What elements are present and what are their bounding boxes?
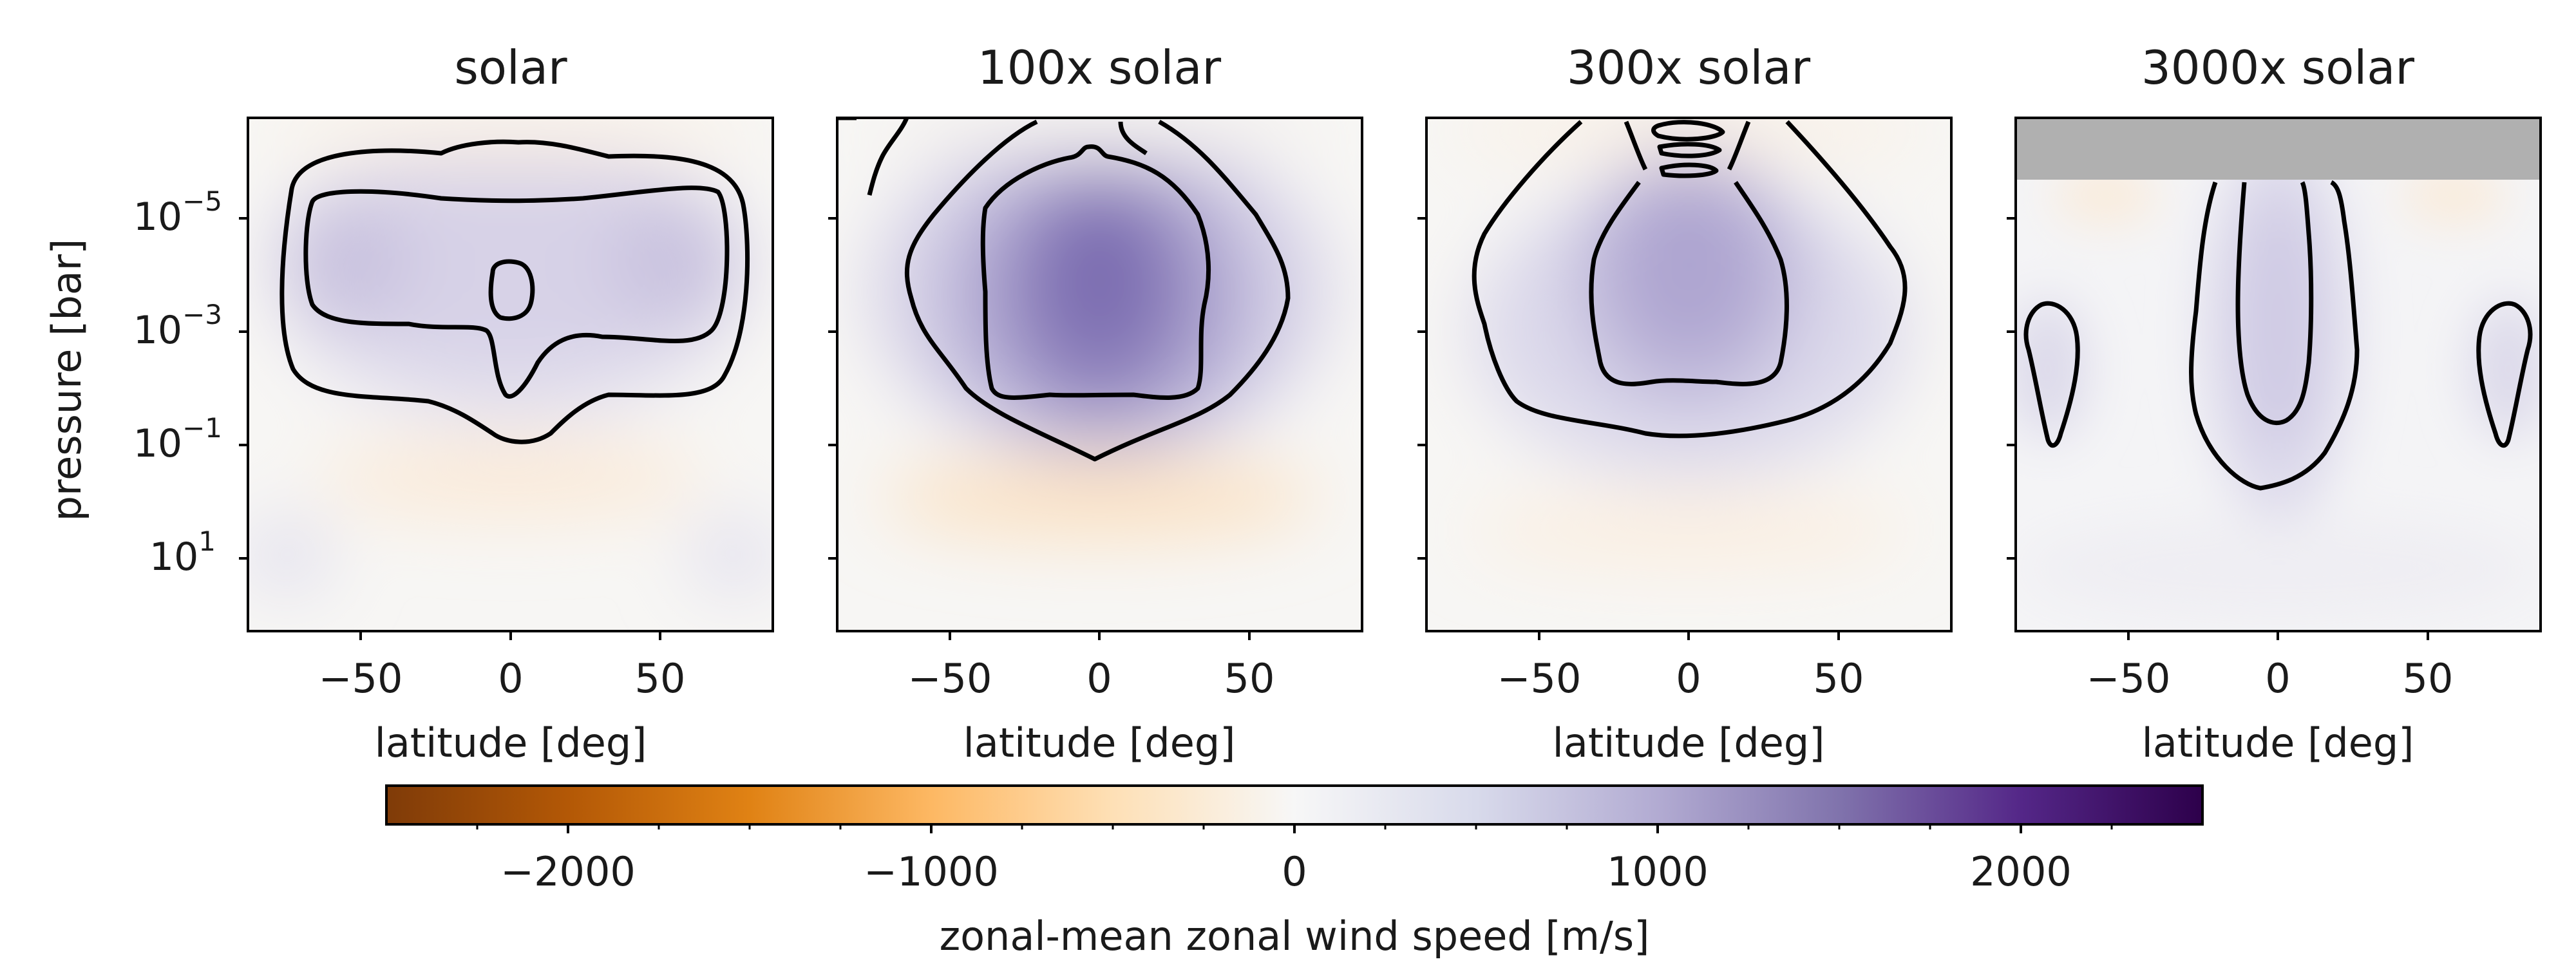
contour-line — [904, 119, 1291, 462]
y-tick-label: 10−1 — [133, 412, 222, 466]
colorbar-tick-label: −1000 — [864, 848, 999, 895]
contour-line — [488, 259, 535, 321]
x-tick-label: 0 — [1086, 655, 1112, 702]
heatmap-solar — [248, 118, 773, 631]
heatmap-100x-solar — [837, 118, 1362, 631]
contour-line — [303, 185, 730, 399]
x-axis-solar: −50 0 50 latitude [deg] — [319, 631, 686, 766]
y-axis-label: pressure [bar] — [43, 239, 90, 522]
colorbar-tick-label: 1000 — [1607, 848, 1709, 895]
x-tick-label: 0 — [498, 655, 523, 702]
contour-line — [1118, 121, 1148, 155]
contour-line — [1472, 120, 1908, 439]
contour-line — [980, 144, 1211, 400]
x-tick-label: 50 — [635, 655, 686, 702]
panel-title: 100x solar — [978, 41, 1222, 95]
contour-line — [1727, 120, 1751, 171]
x-axis-300x-solar: −50 0 50 latitude [deg] — [1497, 631, 1864, 766]
contour-line — [837, 118, 909, 196]
y-axis-300x-solar — [1417, 217, 1426, 560]
x-tick-label: −50 — [1497, 655, 1582, 702]
panel-title: 300x solar — [1567, 41, 1811, 95]
panel-title: solar — [454, 41, 567, 95]
panel-3000x-solar: 3000x solar — [2007, 41, 2542, 766]
x-tick-label: 50 — [2403, 655, 2454, 702]
contour-line — [2235, 181, 2314, 426]
x-tick-label: −50 — [908, 655, 992, 702]
masked-region — [2016, 118, 2541, 180]
y-tick-label: 101 — [149, 526, 216, 580]
colorbar: −2000 −1000 0 1000 2000 zonal-mean zonal win… — [385, 784, 2204, 960]
x-tick-label: 50 — [1814, 655, 1864, 702]
y-tick-label: 10−3 — [133, 299, 222, 353]
y-axis-solar: 10−5 10−3 10−1 101 pressure [bar] — [43, 185, 248, 580]
heatmap-3000x-solar — [2016, 118, 2541, 631]
panel-100x-solar: 100x solar — [828, 41, 1363, 766]
x-axis-100x-solar: −50 0 50 latitude [deg] — [908, 631, 1275, 766]
contour-line — [1659, 162, 1719, 178]
x-axis-label: latitude [deg] — [963, 719, 1236, 766]
x-axis-label: latitude [deg] — [2142, 719, 2414, 766]
colorbar-tick-label: 2000 — [1970, 848, 2072, 895]
x-tick-label: 0 — [2265, 655, 2290, 702]
y-axis-100x-solar — [828, 217, 837, 560]
contour-line — [1589, 180, 1789, 386]
colorbar-tick-label: 0 — [1282, 848, 1307, 895]
colorbar-ticks: −2000 −1000 0 1000 2000 — [476, 824, 2113, 895]
contour-line — [1624, 120, 1648, 171]
contour-line — [2189, 180, 2360, 491]
x-axis-label: latitude [deg] — [1553, 719, 1825, 766]
x-tick-label: 50 — [1224, 655, 1275, 702]
contour-line — [2476, 301, 2533, 448]
contour-line — [2023, 301, 2080, 448]
y-tick-label: 10−5 — [133, 185, 222, 240]
x-tick-label: −50 — [319, 655, 403, 702]
panel-300x-solar: 300x solar — [1417, 41, 1953, 766]
y-axis-3000x-solar — [2007, 217, 2016, 560]
colorbar-gradient — [386, 786, 2202, 824]
panel-solar: solar 1 — [43, 41, 774, 766]
x-tick-label: 0 — [1676, 655, 1701, 702]
x-axis-label: latitude [deg] — [375, 719, 647, 766]
colorbar-tick-label: −2000 — [500, 848, 636, 895]
contour-line — [1657, 142, 1722, 158]
x-tick-label: −50 — [2087, 655, 2171, 702]
contour-line — [1651, 120, 1725, 142]
colorbar-label: zonal-mean zonal wind speed [m/s] — [940, 913, 1650, 960]
heatmap-300x-solar — [1426, 118, 1951, 631]
contour-line — [279, 139, 750, 444]
x-axis-3000x-solar: −50 0 50 latitude [deg] — [2087, 631, 2454, 766]
panel-title: 3000x solar — [2141, 41, 2414, 95]
